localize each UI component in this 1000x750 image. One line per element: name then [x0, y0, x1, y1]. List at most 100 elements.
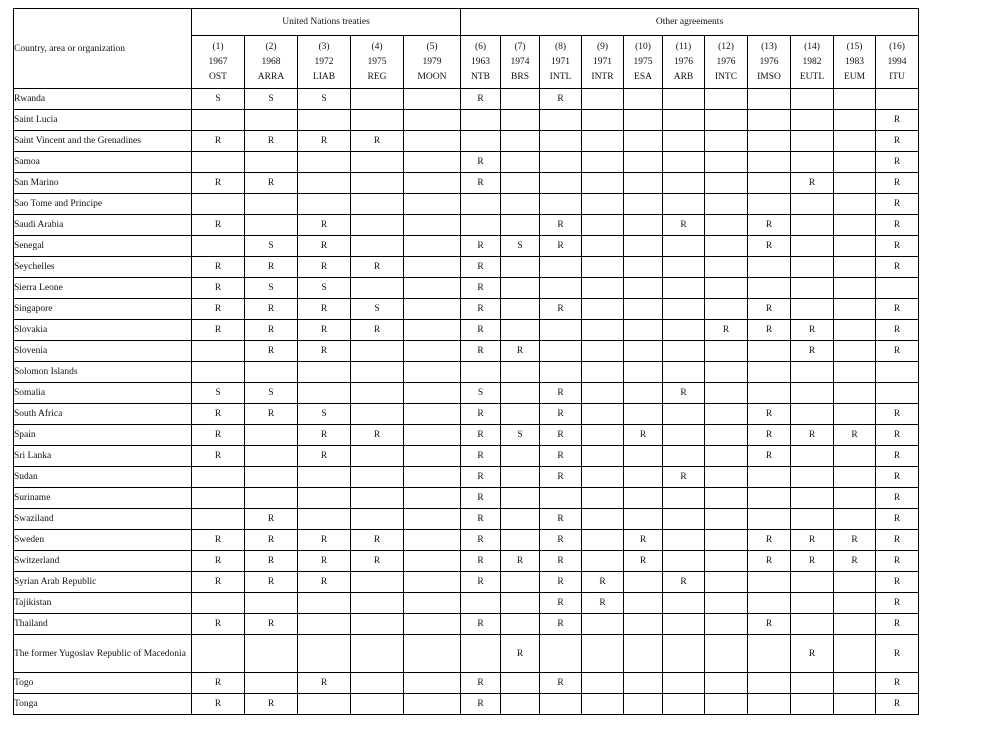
country-name-cell: Sweden — [13, 529, 192, 551]
status-cell-esa — [623, 256, 663, 278]
status-cell-arra: R — [244, 403, 298, 425]
status-cell-eum — [833, 172, 876, 194]
status-cell-ost — [191, 487, 245, 509]
status-cell-intl — [539, 256, 582, 278]
status-cell-eum — [833, 592, 876, 614]
status-cell-intc — [704, 424, 748, 446]
status-cell-itu — [874, 88, 920, 110]
status-cell-liab: R — [297, 445, 351, 467]
country-name-cell: Spain — [13, 424, 192, 446]
status-cell-imso — [747, 693, 791, 715]
status-cell-eum — [833, 613, 876, 635]
country-name-cell: The former Yugoslav Republic of Macedoni… — [13, 634, 192, 673]
status-cell-intl: R — [539, 613, 582, 635]
status-cell-liab — [297, 382, 351, 404]
status-cell-intc — [704, 214, 748, 236]
status-cell-brs — [500, 298, 540, 320]
status-cell-itu: R — [874, 130, 920, 152]
status-cell-ost: R — [191, 256, 245, 278]
status-cell-imso — [747, 256, 791, 278]
status-cell-intc: R — [704, 319, 748, 341]
status-cell-intl: R — [539, 88, 582, 110]
column-header-year: 1979 — [422, 56, 442, 67]
status-cell-reg — [350, 361, 404, 383]
status-cell-ntb: R — [460, 571, 501, 593]
country-name-cell: Somalia — [13, 382, 192, 404]
status-cell-moon — [403, 672, 461, 694]
status-cell-brs — [500, 319, 540, 341]
status-cell-liab: R — [297, 571, 351, 593]
status-cell-imso — [747, 277, 791, 299]
status-cell-imso — [747, 592, 791, 614]
status-cell-arb — [662, 693, 705, 715]
status-cell-ost — [191, 508, 245, 530]
status-cell-ntb: R — [460, 529, 501, 551]
status-cell-intc — [704, 88, 748, 110]
status-cell-intr — [581, 445, 624, 467]
status-cell-itu: R — [874, 319, 920, 341]
status-cell-intr — [581, 550, 624, 572]
status-cell-esa — [623, 466, 663, 488]
status-cell-brs — [500, 382, 540, 404]
status-cell-liab — [297, 634, 351, 673]
status-cell-brs — [500, 256, 540, 278]
status-cell-eum — [833, 277, 876, 299]
status-cell-ntb: R — [460, 88, 501, 110]
status-cell-esa — [623, 109, 663, 131]
country-name-cell: Seychelles — [13, 256, 192, 278]
status-cell-intr — [581, 487, 624, 509]
status-cell-moon — [403, 109, 461, 131]
status-cell-intr — [581, 130, 624, 152]
status-cell-arra: S — [244, 382, 298, 404]
status-cell-eutl — [790, 151, 834, 173]
country-name-cell: Samoa — [13, 151, 192, 173]
status-cell-intr — [581, 529, 624, 551]
status-cell-eutl — [790, 487, 834, 509]
status-cell-reg: R — [350, 529, 404, 551]
table-row: Sierra Leone R S S R — [13, 277, 920, 299]
status-cell-liab — [297, 151, 351, 173]
status-cell-eum — [833, 109, 876, 131]
status-cell-intl: R — [539, 214, 582, 236]
status-cell-ost: R — [191, 529, 245, 551]
country-name-cell: South Africa — [13, 403, 192, 425]
status-cell-eutl — [790, 109, 834, 131]
table-row: Sweden R R R R R R R R R R R — [13, 529, 920, 551]
status-cell-liab: R — [297, 319, 351, 341]
status-cell-imso — [747, 672, 791, 694]
status-cell-eum — [833, 382, 876, 404]
table-row: Thailand R R R R R R — [13, 613, 920, 635]
column-header-year: 1971 — [551, 56, 570, 67]
column-header-code: EUM — [843, 71, 866, 82]
un-treaties-group-header: United Nations treaties — [191, 8, 461, 36]
status-cell-moon — [403, 445, 461, 467]
status-cell-moon — [403, 256, 461, 278]
status-cell-ost — [191, 634, 245, 673]
status-cell-itu: R — [874, 693, 920, 715]
status-cell-intr — [581, 88, 624, 110]
status-cell-arb — [662, 130, 705, 152]
status-cell-eutl — [790, 672, 834, 694]
status-cell-ntb: R — [460, 277, 501, 299]
status-cell-imso: R — [747, 235, 791, 257]
table-row: The former Yugoslav Republic of Macedoni… — [13, 634, 920, 673]
column-header-arra: (2) 1968 ARRA — [244, 35, 298, 89]
status-cell-ost: R — [191, 613, 245, 635]
status-cell-itu: R — [874, 214, 920, 236]
status-cell-intl — [539, 319, 582, 341]
status-cell-intr — [581, 693, 624, 715]
status-cell-ost — [191, 193, 245, 215]
status-cell-arb — [662, 277, 705, 299]
status-cell-eutl — [790, 277, 834, 299]
status-cell-arb: R — [662, 466, 705, 488]
status-cell-arb — [662, 445, 705, 467]
status-cell-liab — [297, 487, 351, 509]
column-header-ost: (1) 1967 OST — [191, 35, 245, 89]
status-cell-intl — [539, 172, 582, 194]
status-cell-brs: R — [500, 340, 540, 362]
country-name-cell: Sri Lanka — [13, 445, 192, 467]
table-row: Swaziland R R R R — [13, 508, 920, 530]
status-cell-liab — [297, 508, 351, 530]
status-cell-imso — [747, 193, 791, 215]
status-cell-moon — [403, 298, 461, 320]
